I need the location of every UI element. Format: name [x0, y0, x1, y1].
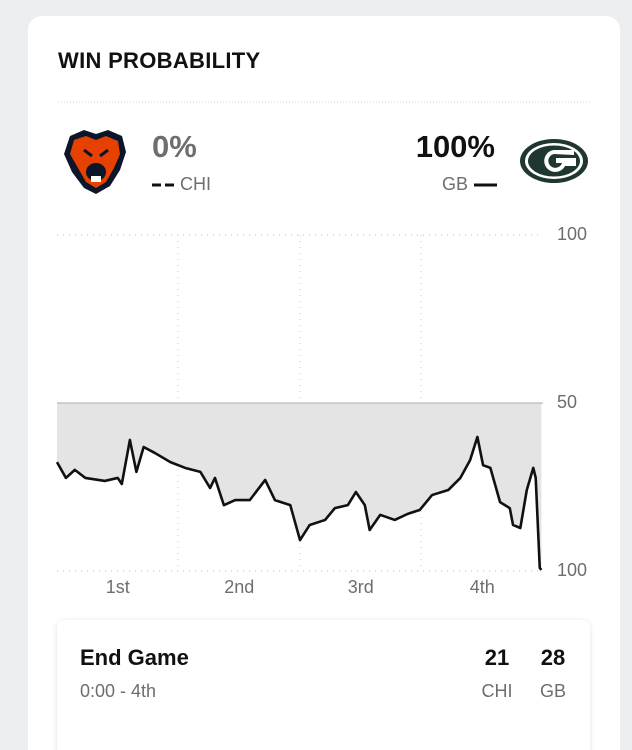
- chart: 100 50 100 1st 2nd 3rd 4th: [55, 224, 587, 597]
- home-score: 28: [541, 645, 565, 670]
- home-score-abbr: GB: [540, 681, 566, 701]
- y-tick-label: 100: [557, 560, 587, 580]
- y-tick-label: 50: [557, 392, 577, 412]
- home-probability: 100%: [416, 129, 495, 164]
- game-status: End Game: [80, 645, 189, 670]
- away-score: 21: [485, 645, 509, 670]
- game-clock: 0:00 - 4th: [80, 681, 156, 701]
- win-probability-line: [55, 435, 543, 571]
- away-abbr: CHI: [180, 174, 211, 194]
- y-tick-label: 100: [557, 224, 587, 244]
- x-tick-label: 1st: [106, 577, 130, 597]
- x-tick-label: 2nd: [224, 577, 254, 597]
- x-tick-label: 4th: [470, 577, 495, 597]
- home-abbr: GB: [442, 174, 468, 194]
- score-card: [57, 620, 590, 750]
- chi-logo: [64, 130, 126, 194]
- area: [57, 403, 542, 570]
- away-probability: 0%: [152, 129, 197, 164]
- title: WIN PROBABILITY: [58, 48, 261, 73]
- gb-logo: [520, 139, 588, 183]
- x-tick-label: 3rd: [348, 577, 374, 597]
- away-score-abbr: CHI: [482, 681, 513, 701]
- card: [28, 16, 620, 750]
